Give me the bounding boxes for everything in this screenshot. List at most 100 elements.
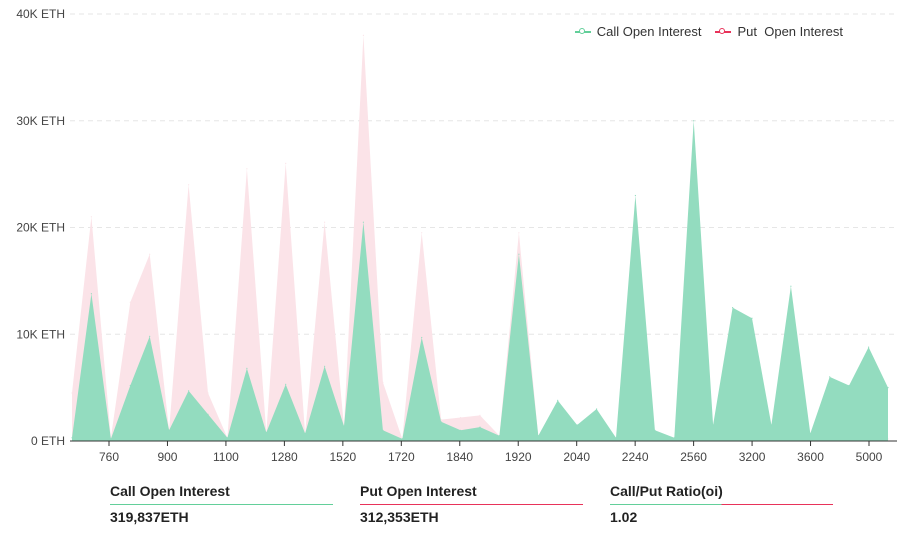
data-point-call: [71, 437, 73, 439]
data-point-call: [207, 413, 209, 415]
data-point-put: [421, 232, 423, 234]
data-point-put: [285, 162, 287, 164]
data-point-call: [246, 367, 248, 369]
data-point-call: [129, 384, 131, 387]
y-tick-label: 10K ETH: [16, 327, 65, 341]
data-point-put: [188, 184, 190, 186]
stat-put-oi-underline: [360, 504, 583, 505]
data-point-put: [324, 221, 326, 223]
data-point-call: [868, 346, 870, 348]
data-point-call: [421, 336, 423, 339]
data-point-call: [557, 399, 559, 401]
stat-ratio-underline: [610, 504, 833, 505]
data-point-call: [751, 317, 753, 319]
stat-call-oi-label: Call Open Interest: [110, 483, 230, 499]
data-point-put: [440, 419, 442, 421]
data-point-call: [90, 293, 92, 295]
data-point-call: [596, 408, 598, 410]
data-point-call: [770, 424, 773, 426]
x-tick-label: 2560: [680, 450, 707, 464]
data-point-call: [401, 438, 403, 440]
x-tick-label: 900: [157, 450, 177, 464]
data-point-call: [654, 429, 656, 431]
legend-call-marker: [574, 27, 591, 34]
x-tick-label: 5000: [856, 450, 883, 464]
data-point-call: [498, 435, 500, 437]
data-point-call: [304, 432, 306, 435]
data-point-put: [479, 414, 481, 416]
x-tick-label: 2240: [622, 450, 649, 464]
data-point-call: [712, 424, 714, 426]
x-tick-label: 1280: [271, 450, 298, 464]
data-point-call: [518, 253, 520, 255]
data-point-call: [576, 424, 578, 426]
data-point-put: [90, 216, 92, 218]
series-area-call: [72, 120, 888, 442]
x-tick-label: 3200: [739, 450, 766, 464]
y-tick-label: 20K ETH: [16, 221, 65, 235]
x-tick-label: 1520: [329, 450, 356, 464]
data-point-call: [285, 383, 287, 385]
stat-ratio-value: 1.02: [610, 509, 638, 525]
stat-put-oi-value: 312,353ETH: [360, 509, 439, 525]
data-point-call: [887, 387, 889, 389]
legend-put-marker: [715, 27, 732, 34]
stat-call-oi-value: 319,837ETH: [110, 509, 189, 525]
data-point-call: [324, 365, 326, 367]
chart-legend: Call Open Interest Put Open Interest: [574, 24, 843, 39]
stat-call-oi: Call Open Interest 319,837ETH: [110, 483, 360, 525]
data-point-put: [518, 232, 520, 234]
data-point-call: [673, 437, 675, 439]
data-point-put: [149, 253, 151, 255]
legend-call-label: Call Open Interest: [596, 24, 702, 39]
data-point-call: [440, 421, 442, 423]
data-point-call: [362, 221, 364, 223]
data-point-call: [693, 120, 695, 122]
data-point-call: [382, 429, 384, 431]
data-point-call: [226, 437, 228, 439]
data-point-call: [732, 307, 734, 309]
legend-put-label: Put Open Interest: [737, 24, 843, 39]
data-point-put: [362, 34, 364, 37]
data-point-call: [615, 437, 617, 439]
summary-stats: Call Open Interest 319,837ETH Put Open I…: [110, 483, 860, 525]
x-tick-label: 1100: [213, 450, 239, 464]
stat-put-oi-label: Put Open Interest: [360, 483, 477, 499]
data-point-put: [129, 301, 131, 303]
y-tick-label: 40K ETH: [16, 7, 65, 21]
data-point-call: [343, 425, 345, 427]
open-interest-chart: 0 ETH 10K ETH 20K ETH 30K ETH 40K ETH 760 900 1…: [16, 7, 897, 464]
stat-ratio-label: Call/Put Ratio(oi): [610, 483, 723, 499]
data-point-call: [460, 429, 462, 431]
data-point-call: [479, 426, 481, 428]
data-point-call: [110, 438, 112, 440]
data-point-call: [809, 432, 811, 435]
data-point-call: [848, 384, 850, 387]
data-point-put: [246, 168, 248, 170]
data-point-call: [188, 390, 190, 392]
series-area-put: [72, 35, 888, 442]
data-point-call: [790, 285, 792, 287]
x-tick-label: 1920: [505, 450, 532, 464]
stat-ratio: Call/Put Ratio(oi) 1.02: [610, 483, 860, 525]
y-tick-label: 0 ETH: [31, 434, 65, 448]
legend-item-call[interactable]: Call Open Interest: [574, 24, 702, 39]
x-tick-label: 3600: [797, 450, 824, 464]
stat-put-oi: Put Open Interest 312,353ETH: [360, 483, 610, 525]
data-point-call: [149, 335, 151, 337]
data-point-put: [460, 416, 462, 419]
stat-call-oi-underline: [110, 504, 333, 505]
data-point-call: [537, 435, 539, 437]
x-tick-label: 760: [99, 450, 119, 464]
y-tick-label: 30K ETH: [16, 114, 65, 128]
data-point-call: [634, 194, 637, 197]
x-tick-label: 2040: [563, 450, 590, 464]
data-point-put: [382, 381, 384, 383]
data-point-call: [829, 376, 831, 378]
data-point-put: [207, 392, 209, 394]
x-tick-label: 1840: [446, 450, 473, 464]
data-point-call: [265, 431, 267, 434]
x-tick-label: 1720: [388, 450, 415, 464]
legend-item-put[interactable]: Put Open Interest: [715, 24, 843, 39]
data-point-call: [168, 429, 170, 431]
